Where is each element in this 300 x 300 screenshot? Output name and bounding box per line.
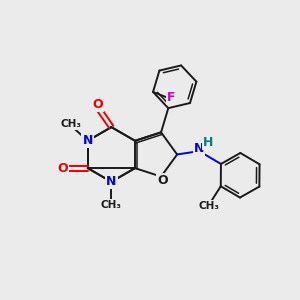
Text: O: O [157,174,168,187]
Text: F: F [167,92,176,104]
Text: N: N [194,142,204,155]
Text: CH₃: CH₃ [61,119,82,129]
Text: CH₃: CH₃ [198,201,219,211]
Text: CH₃: CH₃ [101,200,122,210]
Text: H: H [203,136,213,149]
Text: O: O [57,162,68,175]
Text: N: N [106,175,116,188]
Text: N: N [82,134,93,147]
Text: O: O [93,98,103,111]
